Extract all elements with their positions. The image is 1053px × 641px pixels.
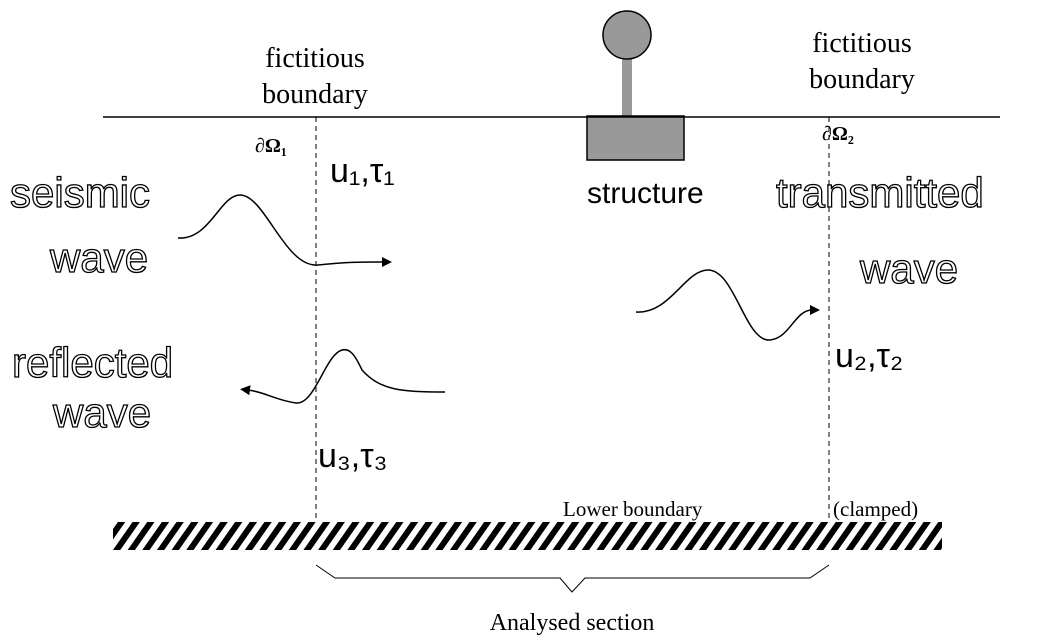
brace — [315, 564, 830, 593]
u-label: u₃,τ₃ — [318, 437, 387, 475]
omega-label: ∂Ω₁ — [255, 135, 287, 157]
boundary-label: boundary — [809, 64, 915, 95]
reflected-wave-curve — [240, 348, 446, 404]
transmitted-wave-curve — [635, 269, 820, 341]
omega-label: ∂Ω₂ — [822, 123, 854, 145]
section-label: Analysed section — [490, 610, 655, 636]
wave-label: wave — [859, 245, 958, 292]
boundary-label: fictitious — [265, 43, 365, 74]
hatched-base — [113, 522, 942, 550]
wave-label: wave — [52, 389, 151, 436]
seismic-wave-curve — [177, 194, 392, 268]
boundary-label: boundary — [262, 79, 368, 110]
wave-label: seismic — [10, 169, 150, 216]
lower-boundary-label: Lower boundary — [563, 497, 703, 521]
wave-label: reflected — [12, 339, 173, 386]
clamped-label: (clamped) — [833, 497, 918, 521]
wave-label: transmitted — [776, 169, 984, 216]
u-label: u₂,τ₂ — [835, 337, 903, 375]
structure-label: structure — [587, 177, 704, 210]
structure-shape — [586, 10, 685, 161]
boundary-label: fictitious — [812, 28, 912, 59]
wave-label: wave — [49, 234, 148, 281]
u-label: u₁,τ₁ — [330, 152, 395, 190]
